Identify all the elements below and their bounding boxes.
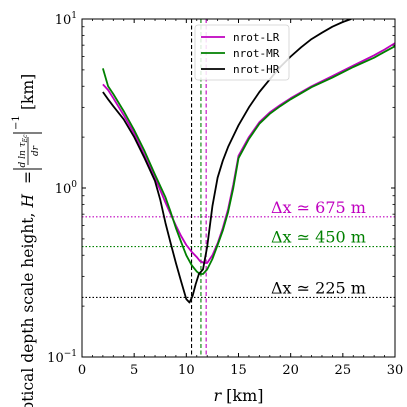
y-axis-frac-num-sub: Ec — [22, 134, 29, 143]
y-tick-exponent: 0 — [71, 180, 77, 190]
resolution-label: Δx ≃ 225 m — [271, 278, 366, 297]
y-axis-label-exponent: −1 — [11, 115, 22, 130]
series-line-nrot-MR — [102, 45, 395, 275]
legend-label: nrot-LR — [233, 31, 280, 44]
y-axis-label-unit: [km] — [19, 74, 37, 110]
y-axis-label-words: Optical depth scale height, — [19, 213, 37, 407]
y-axis-label-text: Optical depth scale height, H — [19, 194, 37, 407]
x-tick-label: 20 — [282, 363, 299, 378]
legend-label: nrot-HR — [233, 63, 280, 76]
y-axis-frac-numerator: d ln τEc — [18, 134, 29, 168]
resolution-label: Δx ≃ 675 m — [271, 198, 366, 217]
x-axis-unit: [km] — [226, 386, 263, 405]
y-tick-exponent: −1 — [64, 349, 77, 359]
y-tick-base: 10 — [55, 13, 72, 28]
y-tick-base: 10 — [55, 182, 72, 197]
y-tick-label: 101 — [55, 11, 77, 28]
legend-box — [194, 24, 290, 81]
y-tick-base: 10 — [47, 351, 64, 366]
series-line-nrot-HR — [102, 19, 352, 304]
y-axis-label-equals: = — [19, 171, 37, 184]
resolution-label: Δx ≃ 450 m — [271, 228, 366, 247]
y-tick-label: 10−1 — [47, 349, 77, 366]
x-tick-label: 15 — [230, 363, 247, 378]
x-tick-label: 10 — [178, 363, 195, 378]
x-tick-label: 30 — [387, 363, 404, 378]
y-tick-exponent: 1 — [71, 11, 77, 21]
y-axis-frac-num-text: d ln τ — [18, 141, 28, 167]
legend-label: nrot-MR — [233, 47, 280, 60]
x-tick-label: 25 — [335, 363, 352, 378]
x-axis-label: r [km] — [213, 386, 263, 405]
y-axis-frac-denominator: dr — [31, 145, 41, 156]
x-tick-label: 0 — [78, 363, 86, 378]
x-axis-symbol: r — [213, 386, 222, 405]
x-tick-label: 5 — [130, 363, 138, 378]
y-axis-label-symbol: H — [19, 194, 37, 209]
y-tick-label: 100 — [55, 180, 78, 197]
